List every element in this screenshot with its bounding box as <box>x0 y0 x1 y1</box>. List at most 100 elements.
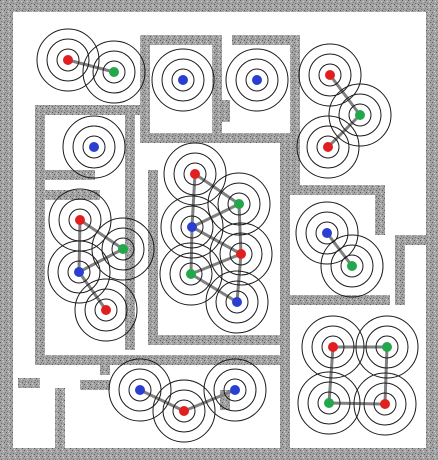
range-ring <box>108 358 172 422</box>
range-ring <box>91 217 155 281</box>
range-ring <box>62 115 126 179</box>
range-ring <box>163 142 227 206</box>
range-ring <box>373 392 397 416</box>
range-ring <box>311 325 355 369</box>
range-ring <box>229 242 253 266</box>
link-line <box>237 202 243 256</box>
node-dot-green <box>355 110 365 120</box>
links-layer <box>66 58 389 413</box>
node-dot-blue <box>74 267 84 277</box>
link-line <box>235 252 243 304</box>
wall-segment <box>148 335 288 345</box>
range-ring <box>47 240 111 304</box>
node-dot-green <box>186 269 196 279</box>
node-dot-blue <box>230 385 240 395</box>
range-ring <box>295 201 359 265</box>
range-ring <box>82 135 106 159</box>
link-line <box>193 172 241 206</box>
range-ring <box>170 205 214 249</box>
range-ring <box>353 372 417 436</box>
range-ring <box>151 48 215 112</box>
range-ring <box>160 195 224 259</box>
range-ring <box>317 391 341 415</box>
link-line <box>77 270 108 312</box>
rings-layer <box>36 28 419 443</box>
range-ring <box>308 53 352 97</box>
range-ring <box>169 252 213 296</box>
range-ring <box>162 389 206 433</box>
range-ring <box>183 162 207 186</box>
node-dot-blue <box>252 75 262 85</box>
node-dot-red <box>75 215 85 225</box>
range-ring <box>306 125 350 169</box>
range-ring <box>318 63 342 87</box>
range-ring <box>92 50 136 94</box>
range-ring <box>82 40 146 104</box>
node-dot-red <box>63 55 73 65</box>
node-dot-red <box>190 169 200 179</box>
range-ring <box>102 60 126 84</box>
wall-segment <box>140 133 290 143</box>
range-ring <box>363 382 407 426</box>
wall-segment <box>220 100 230 122</box>
link-line <box>77 218 82 274</box>
link-line <box>189 272 239 304</box>
node-dot-green <box>382 342 392 352</box>
range-ring <box>235 58 279 102</box>
node-dot-red <box>328 342 338 352</box>
link-line <box>190 225 243 256</box>
node-dot-blue <box>187 222 197 232</box>
node-dot-red <box>101 305 111 315</box>
link-line <box>190 202 241 229</box>
range-ring <box>111 237 135 261</box>
wall-segment <box>55 388 65 448</box>
range-ring <box>57 250 101 294</box>
range-ring <box>161 58 205 102</box>
range-ring <box>215 280 259 324</box>
range-ring <box>217 182 261 226</box>
node-dot-blue <box>135 385 145 395</box>
wall-segment <box>0 0 438 12</box>
range-ring <box>301 315 365 379</box>
range-ring <box>36 28 100 92</box>
node-dot-red <box>323 142 333 152</box>
link-line <box>77 247 125 274</box>
range-ring <box>355 315 419 379</box>
range-ring <box>225 48 289 112</box>
wall-segment <box>395 235 405 305</box>
range-ring <box>365 325 409 369</box>
range-ring <box>172 399 196 423</box>
range-ring <box>171 68 195 92</box>
range-ring <box>375 335 399 359</box>
range-ring <box>296 115 360 179</box>
node-dot-blue <box>178 75 188 85</box>
wall-segment <box>290 185 385 195</box>
range-ring <box>128 378 152 402</box>
range-ring <box>179 262 203 286</box>
range-ring <box>297 371 361 435</box>
node-dot-green <box>324 398 334 408</box>
wall-segment <box>18 378 40 388</box>
link-line <box>66 58 116 74</box>
wall-segment <box>35 105 45 180</box>
link-line <box>327 345 335 405</box>
range-ring <box>159 242 223 306</box>
range-ring <box>213 368 257 412</box>
range-ring <box>219 232 263 276</box>
wall-segment <box>125 105 135 350</box>
wall-segment <box>290 295 390 305</box>
wall-segment <box>220 390 230 410</box>
link-line <box>328 73 362 117</box>
link-line <box>327 401 387 406</box>
range-ring <box>203 358 267 422</box>
link-line <box>189 252 243 276</box>
node-dot-red <box>179 406 189 416</box>
wall-segment <box>0 12 13 460</box>
range-ring <box>67 260 91 284</box>
range-ring <box>223 378 247 402</box>
range-ring <box>305 211 349 255</box>
range-ring <box>74 278 138 342</box>
wall-segment <box>375 185 385 235</box>
